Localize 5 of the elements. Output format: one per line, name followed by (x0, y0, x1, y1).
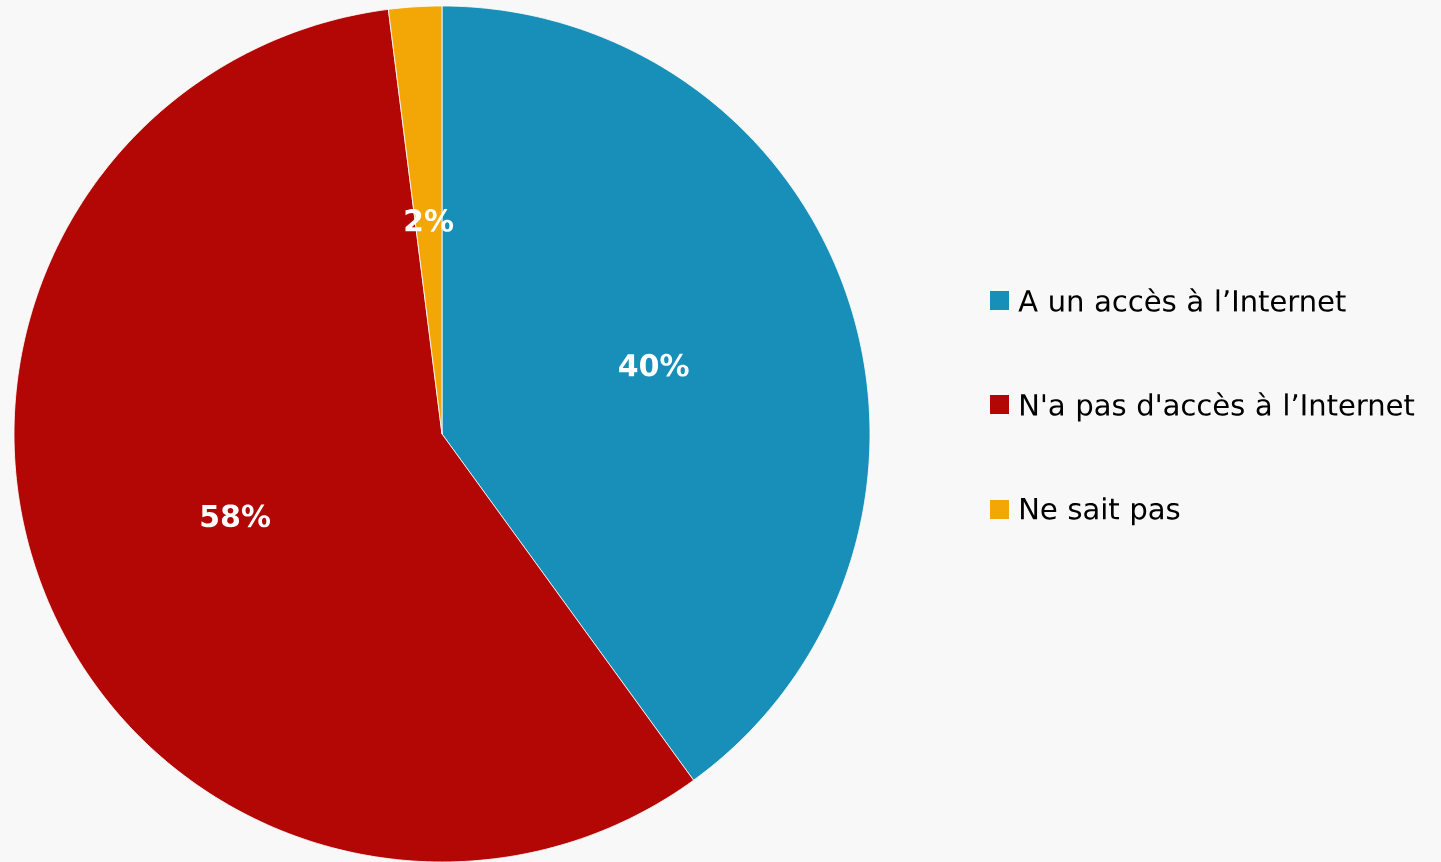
data-label: 40% (619, 353, 689, 377)
legend-label: A un accès à l’Internet (1018, 288, 1346, 312)
legend-label: N'a pas d'accès à l’Internet (1021, 392, 1415, 422)
legend-label: Ne sait pas (1021, 497, 1180, 526)
data-label: 58% (201, 504, 271, 528)
